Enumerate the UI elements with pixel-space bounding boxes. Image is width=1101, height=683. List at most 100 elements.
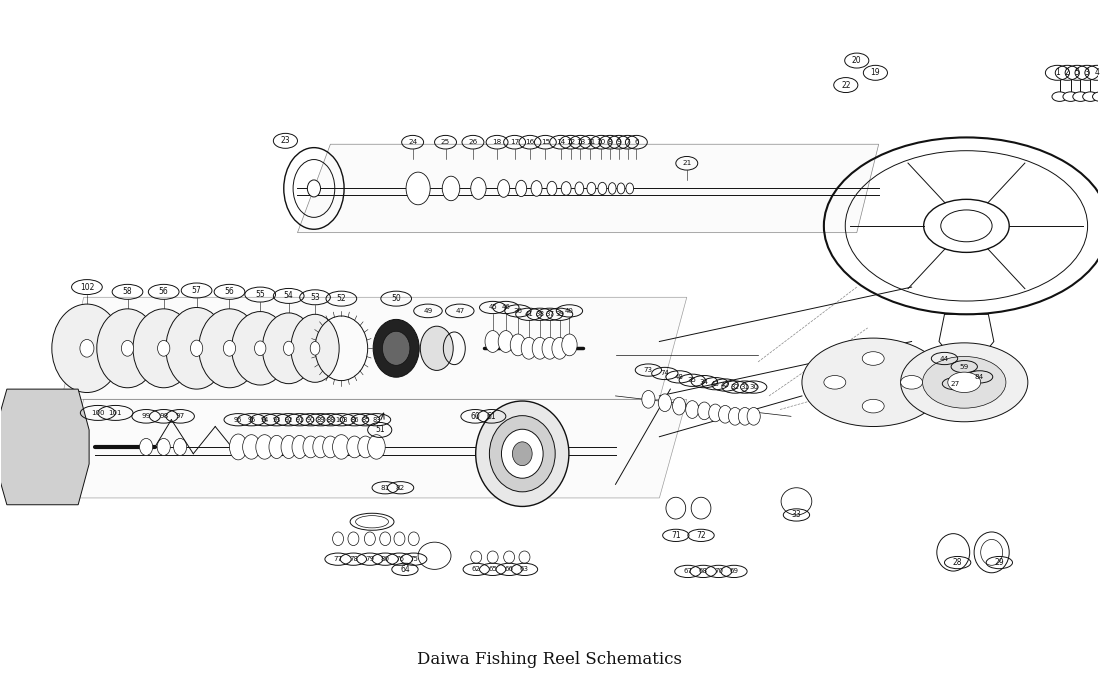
Circle shape	[940, 210, 992, 242]
Ellipse shape	[231, 311, 288, 385]
Ellipse shape	[686, 401, 699, 419]
Text: 79: 79	[366, 556, 374, 562]
Ellipse shape	[748, 408, 761, 425]
Ellipse shape	[418, 542, 451, 570]
Ellipse shape	[739, 408, 752, 425]
Ellipse shape	[310, 342, 320, 355]
Text: 51: 51	[375, 426, 384, 434]
Text: 90: 90	[306, 417, 315, 423]
Ellipse shape	[562, 182, 571, 195]
Text: 47: 47	[455, 308, 465, 314]
Text: 4: 4	[1094, 68, 1100, 77]
Text: 54: 54	[284, 292, 294, 301]
Ellipse shape	[562, 334, 577, 356]
Text: 3: 3	[1084, 68, 1090, 77]
Text: 78: 78	[349, 556, 358, 562]
Ellipse shape	[443, 176, 460, 201]
Text: 60: 60	[470, 412, 480, 421]
Ellipse shape	[501, 429, 543, 478]
Text: 12: 12	[566, 139, 575, 145]
Text: 19: 19	[871, 68, 880, 77]
Text: 82: 82	[396, 485, 405, 491]
Text: 100: 100	[91, 410, 105, 416]
Ellipse shape	[199, 309, 260, 388]
Text: 98: 98	[159, 413, 168, 419]
Ellipse shape	[498, 180, 510, 197]
Text: 30: 30	[749, 384, 759, 390]
Text: 6: 6	[634, 139, 639, 145]
Ellipse shape	[292, 435, 307, 458]
Ellipse shape	[532, 337, 547, 359]
Text: 20: 20	[852, 56, 862, 65]
Text: 1: 1	[1055, 68, 1060, 77]
Ellipse shape	[666, 497, 686, 519]
Ellipse shape	[303, 436, 318, 458]
Ellipse shape	[673, 398, 686, 415]
Ellipse shape	[547, 181, 557, 195]
Circle shape	[901, 343, 1028, 422]
Text: 58: 58	[122, 288, 132, 296]
Text: 23: 23	[281, 137, 291, 145]
Ellipse shape	[519, 551, 530, 563]
Text: 91: 91	[295, 417, 304, 423]
Text: 43: 43	[711, 380, 720, 387]
Text: 5: 5	[1075, 68, 1080, 77]
Text: 46: 46	[501, 305, 510, 311]
Ellipse shape	[542, 337, 557, 359]
Text: 92: 92	[284, 417, 293, 423]
Text: 37: 37	[545, 311, 554, 318]
Text: 27: 27	[951, 380, 960, 387]
Circle shape	[824, 376, 846, 389]
Ellipse shape	[609, 182, 617, 194]
Text: 9: 9	[617, 139, 621, 145]
Text: 62: 62	[472, 566, 481, 572]
Text: 64: 64	[400, 565, 410, 574]
Text: 56: 56	[225, 288, 235, 296]
Ellipse shape	[229, 434, 247, 460]
Circle shape	[901, 376, 923, 389]
Ellipse shape	[190, 340, 203, 357]
Circle shape	[1092, 92, 1101, 101]
Ellipse shape	[719, 406, 732, 423]
Ellipse shape	[598, 182, 607, 195]
Ellipse shape	[642, 391, 655, 408]
Ellipse shape	[254, 341, 266, 356]
Ellipse shape	[382, 331, 410, 365]
Text: 72: 72	[696, 531, 706, 540]
Text: 24: 24	[408, 139, 417, 145]
Circle shape	[948, 372, 981, 393]
Ellipse shape	[486, 331, 500, 352]
Text: 68: 68	[699, 568, 708, 574]
Ellipse shape	[510, 334, 525, 356]
Ellipse shape	[421, 326, 454, 370]
Text: 22: 22	[841, 81, 851, 89]
Text: 29: 29	[994, 558, 1004, 567]
Ellipse shape	[224, 340, 236, 357]
Ellipse shape	[333, 532, 344, 546]
Text: 33: 33	[792, 510, 802, 520]
Text: 38: 38	[535, 311, 544, 318]
Ellipse shape	[323, 436, 338, 458]
Ellipse shape	[121, 340, 133, 357]
Text: 44: 44	[940, 356, 949, 361]
Text: 94: 94	[261, 417, 269, 423]
Ellipse shape	[52, 304, 122, 393]
Ellipse shape	[358, 436, 373, 458]
Text: 18: 18	[492, 139, 502, 145]
Text: 48: 48	[675, 374, 684, 380]
Ellipse shape	[368, 434, 385, 459]
Text: 81: 81	[381, 485, 390, 491]
Ellipse shape	[313, 436, 328, 458]
Ellipse shape	[498, 331, 513, 352]
Text: 71: 71	[671, 531, 680, 540]
Text: 86: 86	[350, 417, 359, 423]
Ellipse shape	[333, 434, 350, 459]
Ellipse shape	[307, 180, 320, 197]
Text: 67: 67	[684, 568, 693, 574]
Ellipse shape	[658, 394, 672, 412]
Text: 55: 55	[255, 290, 265, 299]
Text: 96: 96	[235, 417, 242, 423]
Text: 13: 13	[576, 139, 585, 145]
Text: 97: 97	[175, 413, 185, 419]
Ellipse shape	[283, 342, 294, 355]
